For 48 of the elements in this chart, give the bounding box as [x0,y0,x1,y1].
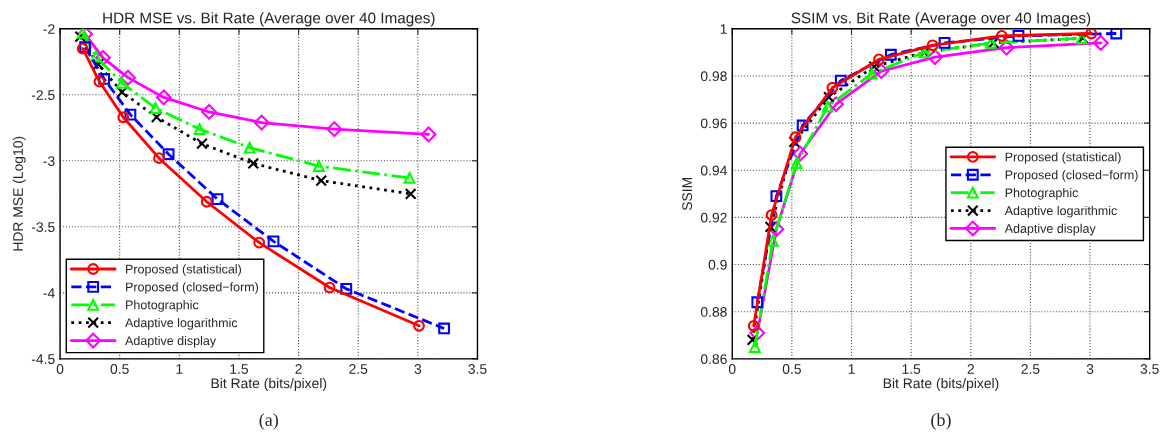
y-axis-title: SSIM [682,177,693,211]
x-tick-label: 1.5 [902,364,921,374]
x-tick-label: 3 [414,364,422,374]
legend-label: Proposed (statistical) [1005,152,1121,164]
y-tick-label: -3.5 [31,222,55,232]
y-tick-label: -4.5 [31,354,55,364]
y-tick-label: 1 [720,24,727,34]
y-tick-label: -2 [43,24,55,34]
x-tick-label: 0 [728,364,736,374]
y-tick-label: 0.98 [700,71,727,82]
legend-label: Photographic [1005,187,1079,200]
legend-label: Proposed (closed−form) [1005,170,1138,182]
chart-title: HDR MSE vs. Bit Rate (Average over 40 Images) [103,12,435,27]
legend-label: Proposed (statistical) [126,264,241,276]
legend-label: Adaptive logarithmic [1004,205,1117,218]
y-tick-label: 0.9 [708,259,727,270]
x-axis-title: Bit Rate (bits/pixel) [211,378,327,391]
legend-label: Adaptive logarithmic [125,318,238,330]
legend-label: Adaptive display [1004,223,1096,236]
y-tick-label: 0.96 [700,118,727,129]
x-tick-label: 2 [295,364,302,374]
y-tick-label: -4 [43,288,55,298]
x-tick-label: 2 [967,364,974,374]
x-tick-label: 1 [176,364,183,374]
x-tick-label: 2.5 [1021,364,1040,374]
x-tick-label: 2.5 [349,364,368,374]
y-tick-label: -3 [43,156,55,166]
x-axis-title: Bit Rate (bits/pixel) [883,378,999,391]
legend-label: Proposed (closed−form) [126,282,259,294]
legend-label: Adaptive display [125,335,217,348]
y-tick-label: 0.92 [700,212,727,223]
x-tick-label: 0.5 [782,364,801,374]
x-tick-label: 0 [56,364,64,374]
x-tick-label: 3.5 [468,364,487,374]
y-axis-title: HDR MSE (Log10) [12,136,26,251]
y-tick-label: 0.94 [700,165,727,176]
x-tick-label: 1 [848,364,855,374]
legend-label: Photographic [126,300,199,312]
x-tick-label: 1.5 [230,364,249,374]
chart-title: SSIM vs. Bit Rate (Average over 40 Images) [791,12,1091,27]
x-tick-label: 0.5 [110,364,129,374]
x-tick-label: 3 [1086,364,1094,374]
y-tick-label: -2.5 [31,90,55,100]
text: (a) [259,413,278,430]
x-tick-label: 3.5 [1140,364,1159,374]
y-tick-label: 0.86 [700,354,727,364]
y-tick-label: 0.88 [700,307,727,317]
text: (b) [931,413,951,430]
